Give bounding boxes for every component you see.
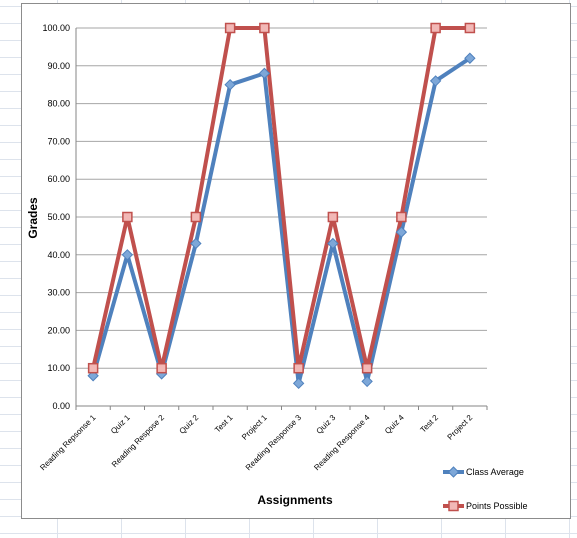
data-point (156, 362, 167, 374)
y-tick-label: 30.00 (47, 288, 70, 298)
data-point (190, 211, 202, 223)
y-axis-title: Grades (26, 197, 40, 239)
data-point (292, 377, 305, 390)
series-line (91, 26, 470, 371)
x-tick-label: Test 2 (419, 413, 441, 435)
data-point (87, 362, 99, 374)
y-tick-label: 90.00 (47, 61, 70, 71)
x-tick-label: Quiz 1 (109, 413, 132, 436)
y-tick-label: 0.00 (52, 401, 70, 411)
y-tick-label: 70.00 (47, 136, 70, 146)
data-point (259, 22, 270, 34)
data-point (361, 375, 373, 388)
data-point (429, 75, 442, 87)
legend-marker (447, 466, 460, 478)
x-tick-label: Test 1 (213, 413, 235, 435)
y-tick-labels: 0.00 10.00 20.00 30.00 40.00 50.00 60.00 70.00 8… (42, 23, 70, 411)
series-lines (91, 26, 471, 386)
chart-area[interactable] (21, 3, 571, 519)
data-point (293, 362, 304, 374)
x-tick-label: Project 2 (446, 413, 475, 442)
x-tick-label: Quiz 2 (178, 413, 201, 436)
x-tick-label: Reading Repsonse 1 (38, 413, 98, 473)
y-tick-label: 10.00 (47, 363, 70, 373)
legend-marker (448, 500, 459, 512)
data-point (464, 52, 476, 64)
data-point (121, 249, 134, 261)
data-point (190, 237, 202, 250)
data-point (224, 22, 236, 34)
y-tick-label: 100.00 (42, 23, 70, 33)
series-line (91, 56, 471, 386)
data-point (224, 78, 236, 91)
x-tick-label: Quiz 3 (315, 413, 338, 436)
y-tick-label: 50.00 (47, 212, 70, 222)
series-markers (87, 22, 476, 390)
data-point (361, 362, 373, 374)
data-point (464, 22, 476, 34)
y-tick-label: 60.00 (47, 174, 70, 184)
data-point (396, 211, 407, 223)
data-point (122, 211, 133, 223)
x-axis-title: Assignments (257, 493, 333, 507)
data-point (327, 211, 339, 223)
x-tick-label: Project 1 (240, 413, 269, 442)
legend: Class Average Points Possible (443, 466, 528, 512)
legend-label: Class Average (466, 467, 524, 477)
data-point (395, 226, 408, 238)
y-tick-label: 80.00 (47, 99, 70, 109)
legend-label: Points Possible (466, 501, 528, 511)
x-tick-label: Quiz 4 (383, 413, 406, 436)
data-point (327, 237, 339, 250)
data-point (430, 22, 441, 34)
y-tick-label: 40.00 (47, 250, 70, 260)
y-tick-label: 20.00 (47, 325, 70, 335)
data-point (258, 67, 271, 80)
